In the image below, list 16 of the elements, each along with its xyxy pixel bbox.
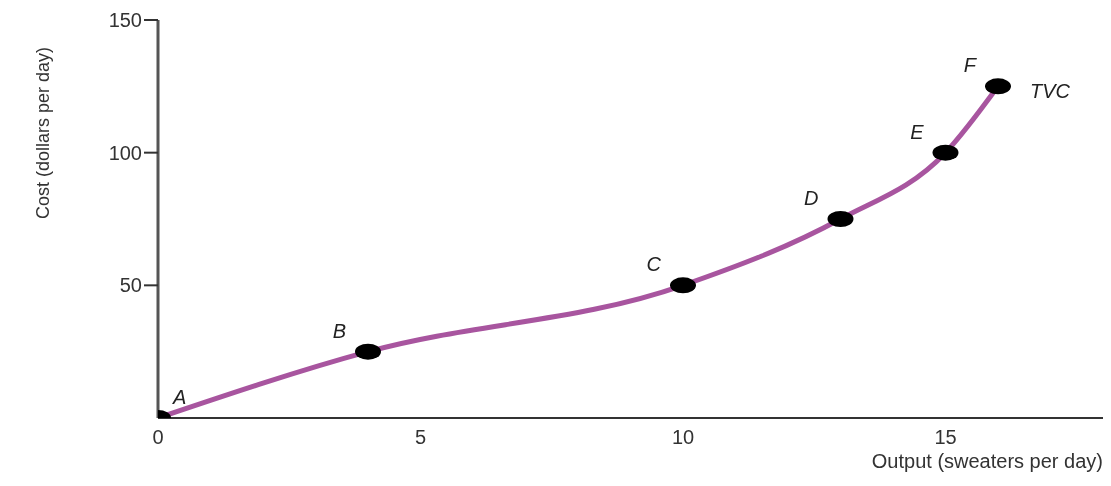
y-tick-label: 50 (119, 274, 142, 297)
annotation: B (332, 319, 346, 342)
annotation: F (963, 54, 978, 77)
annotation: E (910, 120, 925, 143)
x-tick-label: 5 (414, 426, 427, 448)
y-axis-title: Cost (dollars per day) (33, 46, 54, 219)
x-axis-title: Output (sweaters per day) (871, 450, 1103, 472)
x-tick-label: 10 (671, 426, 695, 448)
annotation: A (172, 386, 187, 408)
annotation: D (804, 187, 819, 209)
series-label: TVC (1030, 80, 1071, 103)
x-tick-label: 15 (934, 426, 957, 448)
annotation: C (646, 253, 662, 276)
x-tick-label: 0 (152, 426, 164, 448)
y-tick-label: 150 (108, 9, 142, 32)
y-tick-label: 100 (108, 141, 142, 164)
